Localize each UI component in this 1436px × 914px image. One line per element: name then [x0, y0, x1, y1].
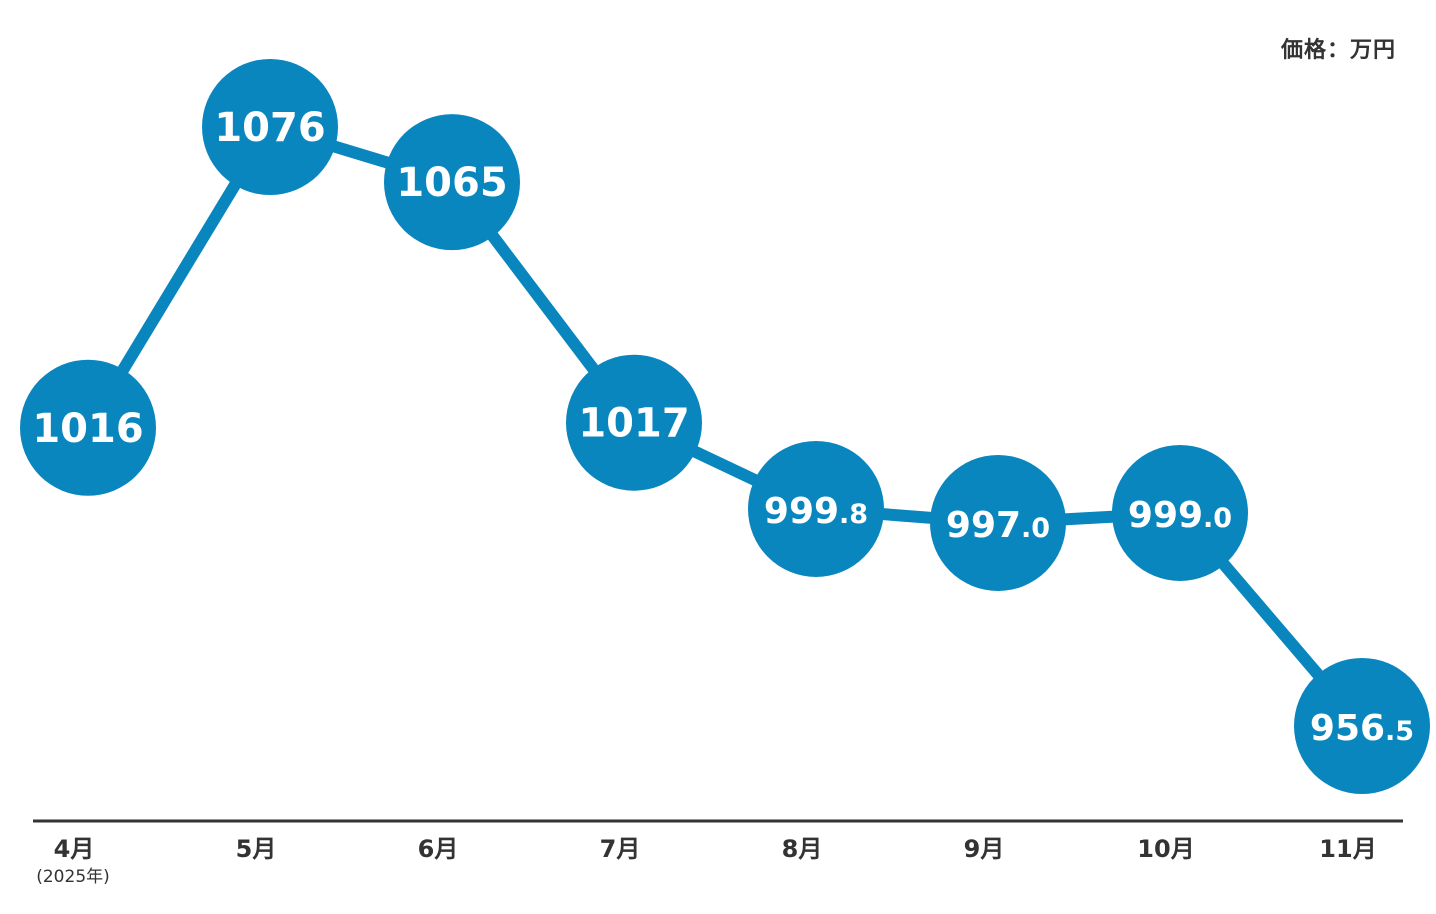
x-tick-label-8: 11月 [1319, 835, 1376, 863]
data-label-1: 1016 [32, 406, 143, 452]
data-point-3 [384, 114, 520, 251]
data-point-7 [1112, 444, 1248, 581]
x-tick-label-2: 5月 [236, 835, 277, 863]
data-label-4: 1017 [578, 401, 689, 447]
x-tick-label-3: 6月 [418, 835, 459, 863]
x-tick-label-4: 7月 [600, 835, 641, 863]
x-tick-label-5: 8月 [782, 835, 823, 863]
data-point-8 [1294, 658, 1430, 794]
data-label-5: 999.8 [764, 491, 868, 532]
data-label-7: 999.0 [1128, 495, 1232, 536]
data-point-2 [202, 59, 338, 195]
unit-label: 価格：万円 [1280, 38, 1396, 63]
data-label-6: 997.0 [946, 505, 1050, 546]
x-tick-label-1: 4月 [54, 835, 95, 863]
data-point-5 [748, 440, 884, 577]
data-label-8: 956.5 [1310, 708, 1414, 749]
x-tick-label-6: 9月 [964, 835, 1005, 863]
data-label-2: 1076 [214, 105, 325, 151]
data-point-1 [20, 359, 156, 496]
year-note: (2025年) [36, 867, 110, 887]
series-line [82, 121, 1367, 730]
x-tick-label-7: 10月 [1137, 835, 1194, 863]
data-point-4 [566, 354, 702, 491]
data-point-6 [930, 454, 1066, 591]
data-label-3: 1065 [396, 160, 507, 206]
